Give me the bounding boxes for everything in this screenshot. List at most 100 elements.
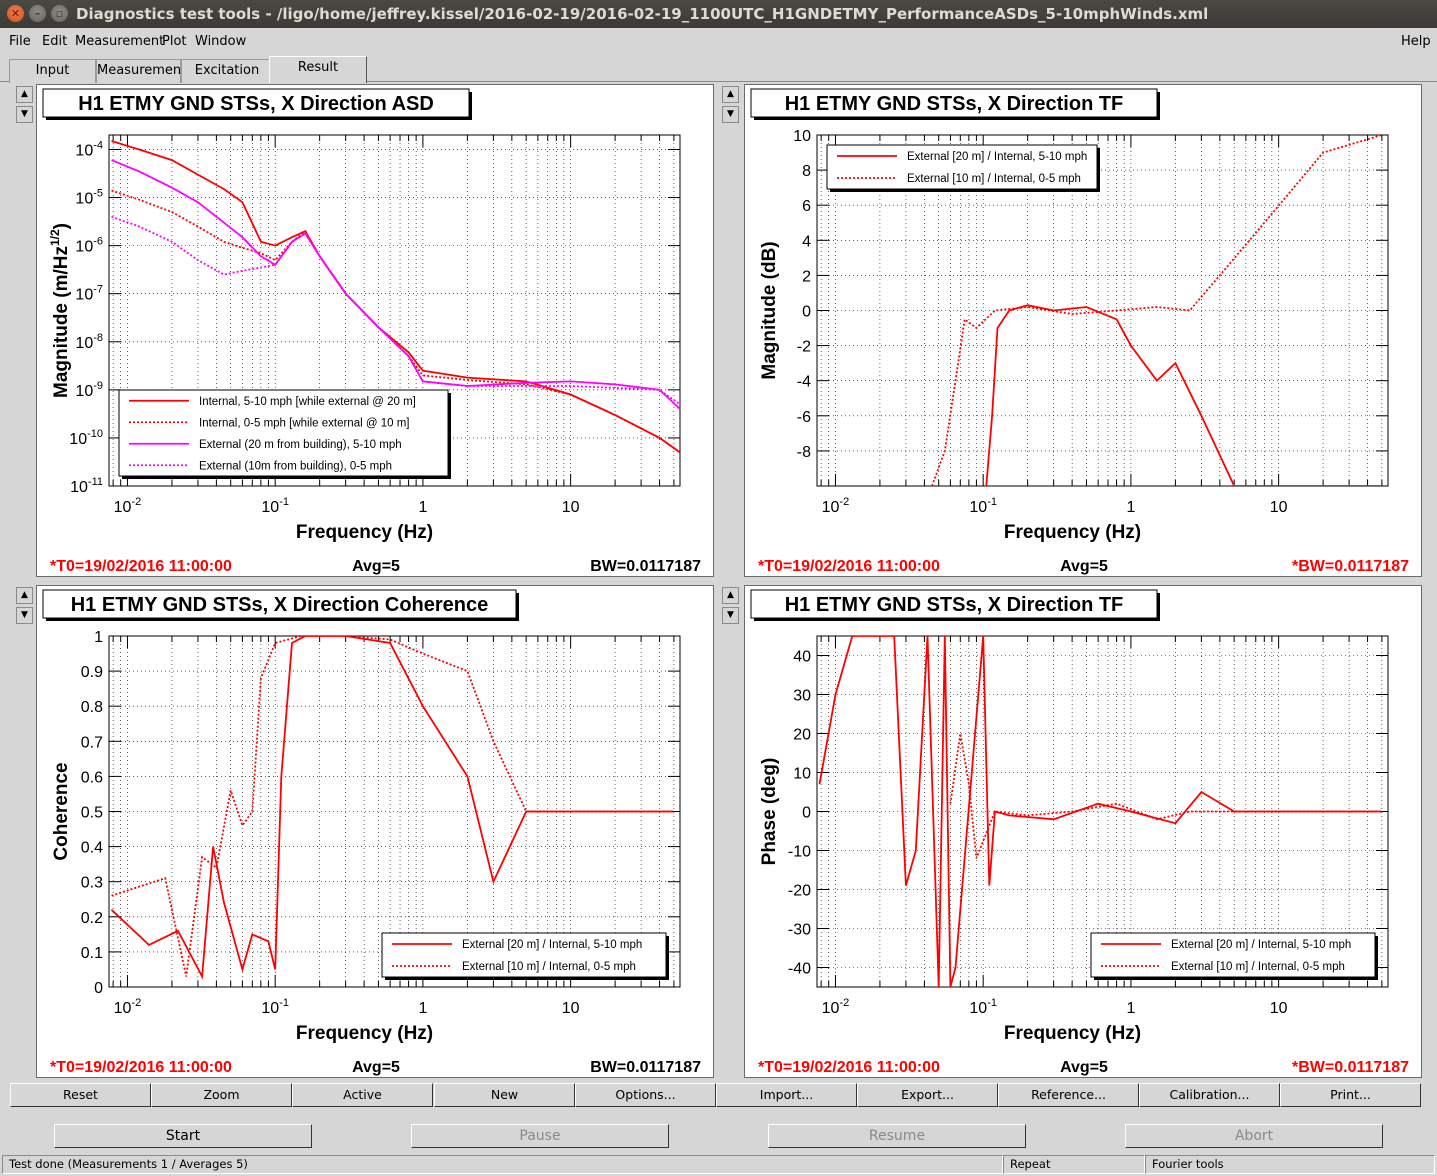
plot-pad-tf-magnitude[interactable]: H1 ETMY GND STSs, X Direction TF 10 -2 10-1… bbox=[744, 84, 1422, 577]
y-tick-label: 40 bbox=[793, 649, 811, 666]
reset-button[interactable]: Reset bbox=[10, 1083, 151, 1107]
y-tick-label: 10 bbox=[793, 128, 811, 145]
panel-4-up-arrow[interactable]: ▲ bbox=[722, 587, 739, 604]
y-tick-label: 8 bbox=[802, 163, 811, 180]
y-tick-label: 10-4 bbox=[75, 139, 103, 159]
panel-1-up-arrow[interactable]: ▲ bbox=[16, 86, 33, 103]
export-button[interactable]: Export... bbox=[857, 1083, 998, 1107]
minimize-icon[interactable]: – bbox=[29, 5, 46, 22]
y-tick-label: 4 bbox=[802, 233, 811, 250]
series-line-1 bbox=[110, 636, 674, 980]
legend-entry: External (10m from building), 0-5 mph bbox=[199, 460, 392, 472]
chart-legend: Internal, 5-10 mph [while external @ 20 … bbox=[118, 389, 451, 479]
menu-measurement[interactable]: Measurement bbox=[75, 34, 165, 49]
menu-edit[interactable]: Edit bbox=[42, 34, 68, 49]
y-tick-label: -20 bbox=[788, 883, 811, 900]
y-tick-label: 2 bbox=[802, 268, 811, 285]
menu-help[interactable]: Help bbox=[1401, 34, 1431, 49]
abort-button[interactable]: Abort bbox=[1125, 1124, 1383, 1148]
y-tick-label: 0 bbox=[802, 805, 811, 822]
pause-button[interactable]: Pause bbox=[411, 1124, 669, 1148]
tf-phase-chart[interactable]: H1 ETMY GND STSs, X Direction TF 10-2 10-1… bbox=[745, 586, 1423, 1079]
panel-2-down-arrow[interactable]: ▼ bbox=[722, 106, 739, 123]
x-tick-label: 10 bbox=[1270, 1000, 1288, 1017]
chart-title: H1 ETMY GND STSs, X Direction TF bbox=[785, 594, 1124, 616]
print-button[interactable]: Print... bbox=[1280, 1083, 1421, 1107]
plot-pad-asd[interactable]: H1 ETMY GND STSs, X Direction ASD 10-2 10-… bbox=[36, 84, 714, 577]
tf-magnitude-chart[interactable]: H1 ETMY GND STSs, X Direction TF 10 -2 10-1… bbox=[745, 85, 1423, 578]
reference-button[interactable]: Reference... bbox=[998, 1083, 1139, 1107]
tab-bar: Input Measurement Excitation Result bbox=[0, 54, 1437, 83]
x-tick-label: 1 bbox=[1126, 1000, 1135, 1017]
y-tick-label: 10-8 bbox=[75, 332, 103, 352]
asd-chart[interactable]: H1 ETMY GND STSs, X Direction ASD 10-2 10-… bbox=[37, 85, 715, 578]
options-button[interactable]: Options... bbox=[575, 1083, 716, 1107]
import-button[interactable]: Import... bbox=[716, 1083, 857, 1107]
menu-window[interactable]: Window bbox=[195, 34, 247, 49]
y-tick-label: 0 bbox=[94, 980, 103, 997]
series-group bbox=[931, 135, 1383, 486]
tab-excitation[interactable]: Excitation bbox=[181, 59, 273, 83]
x-tick-label: 10-2 bbox=[822, 997, 850, 1017]
averages-label: Avg=5 bbox=[1060, 558, 1108, 575]
panel-3-down-arrow[interactable]: ▼ bbox=[16, 607, 33, 624]
x-tick-label: 10 bbox=[562, 499, 580, 516]
menu-file[interactable]: File bbox=[9, 34, 31, 49]
y-tick-label: 0.5 bbox=[81, 805, 103, 822]
window-title: Diagnostics test tools - /ligo/home/jeff… bbox=[76, 5, 1209, 23]
maximize-icon[interactable]: ▫ bbox=[51, 5, 68, 22]
y-tick-label: -40 bbox=[788, 961, 811, 978]
x-axis-label: Frequency (Hz) bbox=[1004, 1023, 1141, 1044]
series-line-1 bbox=[818, 636, 1382, 987]
y-tick-label: 10-7 bbox=[75, 284, 103, 304]
y-tick-label: 0.4 bbox=[81, 840, 103, 857]
x-tick-label: 10-1 bbox=[969, 496, 997, 516]
menu-bar: File Edit Measurement Plot Window Help bbox=[0, 28, 1437, 54]
start-button[interactable]: Start bbox=[54, 1124, 312, 1148]
plot-pad-tf-phase[interactable]: H1 ETMY GND STSs, X Direction TF 10-2 10-1… bbox=[744, 585, 1422, 1078]
new-button[interactable]: New bbox=[434, 1083, 575, 1107]
calibration-button[interactable]: Calibration... bbox=[1139, 1083, 1280, 1107]
chart-legend: External [20 m] / Internal, 5-10 mph Exte… bbox=[1090, 932, 1378, 980]
timestamp-t0: *T0=19/02/2016 11:00:00 bbox=[758, 558, 940, 575]
y-tick-label: 10-5 bbox=[75, 188, 103, 208]
plot-pad-coherence[interactable]: H1 ETMY GND STSs, X Direction Coherence 1… bbox=[36, 585, 714, 1078]
legend-entry: Internal, 5-10 mph [while external @ 20 … bbox=[199, 396, 416, 408]
y-tick-label: 1 bbox=[94, 629, 103, 646]
x-tick-label: 10-1 bbox=[969, 997, 997, 1017]
tab-input[interactable]: Input bbox=[9, 59, 96, 83]
x-tick-label: 10-2 bbox=[114, 496, 142, 516]
x-tick-label: 10-2 bbox=[114, 997, 142, 1017]
chart-title-box: H1 ETMY GND STSs, X Direction TF bbox=[750, 88, 1160, 120]
y-tick-label: -6 bbox=[797, 409, 811, 426]
plot-frame bbox=[816, 635, 1389, 988]
panel-1-down-arrow[interactable]: ▼ bbox=[16, 106, 33, 123]
y-tick-label: 10-10 bbox=[69, 428, 103, 448]
resume-button[interactable]: Resume bbox=[768, 1124, 1026, 1148]
averages-label: Avg=5 bbox=[352, 558, 400, 575]
y-tick-label: 0.7 bbox=[81, 734, 103, 751]
zoom-button[interactable]: Zoom bbox=[151, 1083, 292, 1107]
y-tick-label: 0.6 bbox=[81, 769, 103, 786]
series-line-2 bbox=[111, 636, 674, 977]
active-button[interactable]: Active bbox=[292, 1083, 433, 1107]
y-tick-label: 0.2 bbox=[81, 910, 103, 927]
timestamp-t0: *T0=19/02/2016 11:00:00 bbox=[50, 1059, 232, 1076]
tab-result[interactable]: Result bbox=[269, 56, 367, 83]
y-axis-label: Magnitude (m/Hz1/2) bbox=[48, 223, 72, 398]
panel-4-down-arrow[interactable]: ▼ bbox=[722, 607, 739, 624]
menu-plot[interactable]: Plot bbox=[162, 34, 187, 49]
y-tick-label: 0.1 bbox=[81, 945, 103, 962]
chart-title-box: H1 ETMY GND STSs, X Direction TF bbox=[750, 589, 1160, 621]
panel-3-up-arrow[interactable]: ▲ bbox=[16, 587, 33, 604]
coherence-chart[interactable]: H1 ETMY GND STSs, X Direction Coherence 1… bbox=[37, 586, 715, 1079]
close-icon[interactable]: ✕ bbox=[7, 5, 24, 22]
tab-measurement[interactable]: Measurement bbox=[96, 59, 186, 83]
series-line-4 bbox=[111, 215, 680, 406]
x-tick-label: 10 bbox=[562, 1000, 580, 1017]
bandwidth-label: *BW=0.0117187 bbox=[1292, 558, 1409, 575]
panel-2-up-arrow[interactable]: ▲ bbox=[722, 86, 739, 103]
y-tick-label: -2 bbox=[797, 339, 811, 356]
legend-entry: External [20 m] / Internal, 5-10 mph bbox=[907, 151, 1087, 163]
x-tick-label: 1 bbox=[418, 1000, 427, 1017]
